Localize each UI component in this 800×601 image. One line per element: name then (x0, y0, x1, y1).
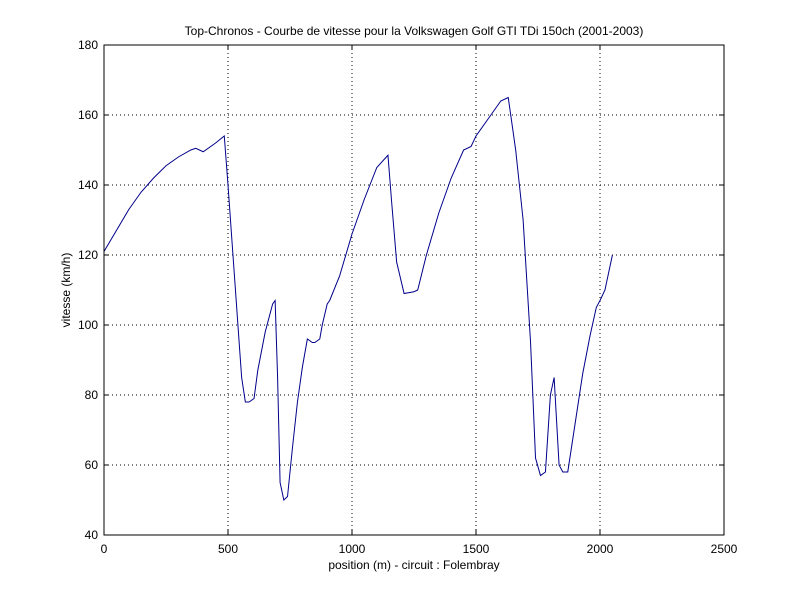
tick-labels: 0 500 1000 1500 2000 2500 40 60 80 100 120 140 160 18… (78, 38, 738, 556)
series-line (103, 96, 613, 501)
y-axis-label: vitesse (km/h) (59, 253, 73, 328)
x-tick-label: 0 (101, 542, 108, 556)
plot-frame (103, 44, 725, 536)
y-tick-label: 40 (85, 528, 99, 542)
grid-lines (104, 45, 724, 535)
x-tick-label: 1000 (339, 542, 366, 556)
y-tick-label: 120 (78, 248, 98, 262)
x-tick-label: 1500 (463, 542, 490, 556)
x-tick-label: 2000 (587, 542, 614, 556)
y-tick-label: 100 (78, 318, 98, 332)
y-tick-label: 80 (85, 388, 99, 402)
plot-area (104, 45, 724, 535)
x-tick-label: 500 (218, 542, 238, 556)
y-tick-label: 180 (78, 38, 98, 52)
chart-title: Top-Chronos - Courbe de vitesse pour la … (185, 24, 644, 38)
y-tick-label: 60 (85, 458, 99, 472)
y-tick-label: 160 (78, 108, 98, 122)
y-tick-label: 140 (78, 178, 98, 192)
axis-ticks (103, 44, 725, 536)
x-axis-label: position (m) - circuit : Folembray (328, 558, 499, 572)
x-tick-label: 2500 (711, 542, 738, 556)
